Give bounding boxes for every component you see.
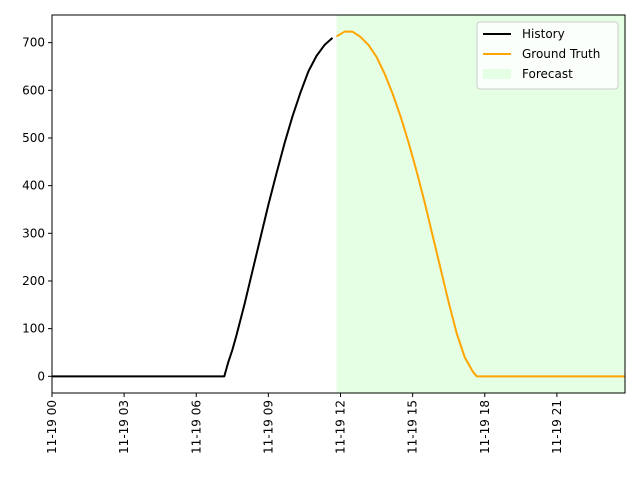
y-tick-label: 300 xyxy=(22,226,45,240)
y-axis: 0 100 200 300 400 500 600 700 xyxy=(22,36,52,383)
x-tick-label: 11-19 12 xyxy=(334,400,348,454)
y-tick-label: 700 xyxy=(22,36,45,50)
series-line-ground-truth xyxy=(335,30,625,378)
x-tick-label: 11-19 00 xyxy=(45,400,59,454)
x-tick-label: 11-19 03 xyxy=(117,400,131,454)
series-layer xyxy=(52,30,625,378)
x-tick-label: 11-19 18 xyxy=(478,400,492,454)
legend-box xyxy=(476,21,619,90)
x-tick-label: 11-19 21 xyxy=(550,400,564,454)
x-tick-label: 11-19 09 xyxy=(261,400,275,454)
legend-label-ground-truth: Ground Truth xyxy=(522,47,600,61)
legend-label-forecast: Forecast xyxy=(522,67,573,81)
x-tick-label: 11-19 06 xyxy=(189,400,203,454)
x-tick-label: 11-19 15 xyxy=(406,400,420,454)
legend-swatch-forecast xyxy=(483,69,511,79)
x-axis: 11-19 00 11-19 03 11-19 06 11-19 09 11-19 12… xyxy=(45,393,564,454)
plot-frame xyxy=(51,14,626,394)
y-tick-label: 400 xyxy=(22,179,45,193)
series-line-history xyxy=(52,37,334,378)
legend-label-history: History xyxy=(522,27,565,41)
y-tick-label: 200 xyxy=(22,274,45,288)
y-tick-label: 500 xyxy=(22,131,45,145)
y-tick-label: 600 xyxy=(22,83,45,97)
legend: History Ground Truth Forecast xyxy=(476,21,619,90)
y-tick-label: 100 xyxy=(22,322,45,336)
y-tick-label: 0 xyxy=(37,369,45,383)
